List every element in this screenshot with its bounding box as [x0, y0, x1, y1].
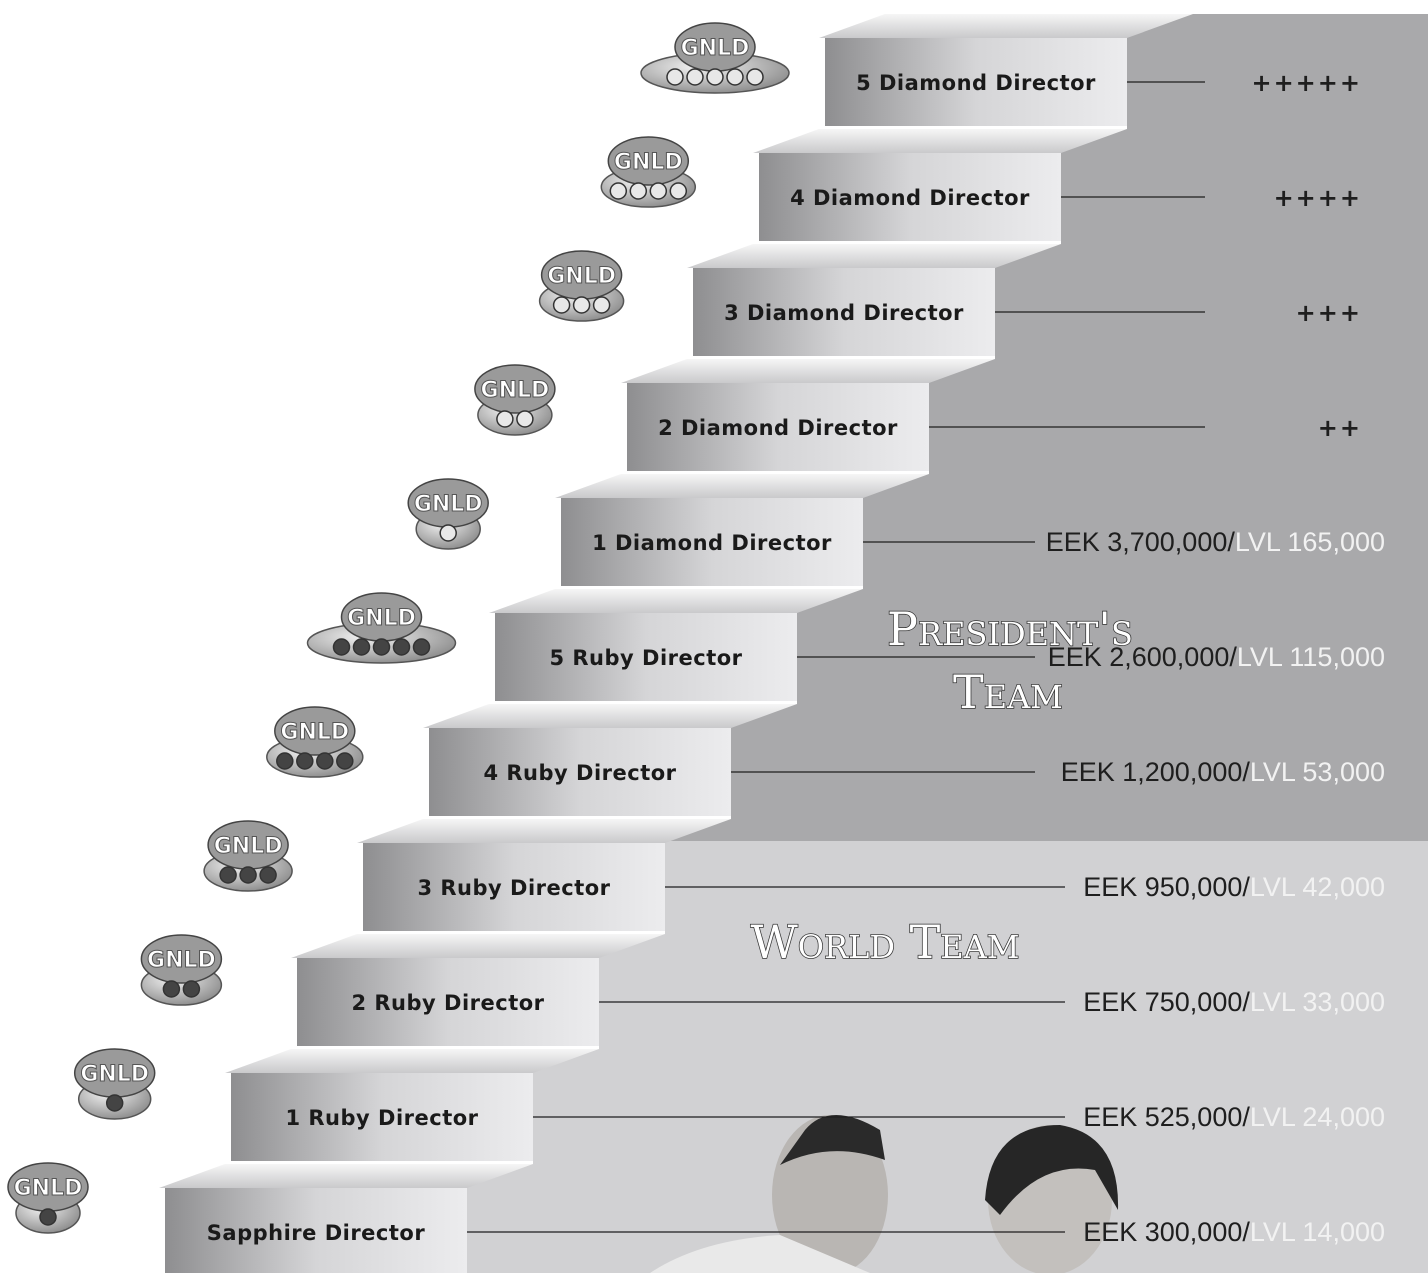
reward: EEK 1,200,000/LVL 53,000	[1061, 757, 1385, 787]
badge-gem	[650, 183, 666, 199]
badge-gem	[517, 411, 533, 427]
reward-eek: EEK 300,000/	[1083, 1217, 1250, 1247]
step-title: 4 Diamond Director	[790, 186, 1030, 210]
reward-lvl: LVL 115,000	[1237, 642, 1385, 672]
plus-signs: ++	[1318, 414, 1362, 442]
badge-gem	[747, 69, 763, 85]
badge-text: GNLD	[14, 1176, 83, 1201]
badge-gem	[670, 183, 686, 199]
badge: GNLD	[267, 707, 363, 777]
team-label: World Team	[750, 915, 1019, 969]
badge-text: GNLD	[280, 720, 349, 745]
badge: GNLD	[75, 1049, 155, 1119]
badge-gem	[414, 639, 430, 655]
reward-eek: EEK 3,700,000/	[1046, 527, 1236, 557]
step-title: 3 Ruby Director	[417, 876, 610, 900]
badge-gem	[374, 639, 390, 655]
badge-gem	[240, 867, 256, 883]
team-label: President's	[887, 602, 1133, 656]
badge-gem	[630, 183, 646, 199]
badge-gem	[260, 867, 276, 883]
badge-gem	[574, 297, 590, 313]
reward-eek: EEK 525,000/	[1083, 1102, 1250, 1132]
badge: GNLD	[408, 479, 488, 549]
badge-text: GNLD	[214, 834, 283, 859]
reward: EEK 3,700,000/LVL 165,000	[1046, 527, 1385, 557]
badge-gem	[594, 297, 610, 313]
badge-gem	[297, 753, 313, 769]
badge-text: GNLD	[347, 606, 416, 631]
badge: GNLD	[601, 137, 695, 207]
step-title: 1 Ruby Director	[285, 1106, 478, 1130]
badge-gem	[687, 69, 703, 85]
team-label: Team	[953, 665, 1063, 719]
badge-gem	[707, 69, 723, 85]
badge: GNLD	[540, 251, 624, 321]
badge-gem	[40, 1209, 56, 1225]
reward-lvl: LVL 14,000	[1250, 1217, 1385, 1247]
badge-gem	[667, 69, 683, 85]
badge-gem	[163, 981, 179, 997]
plus-signs: ++++	[1274, 184, 1362, 212]
badge: GNLD	[8, 1163, 88, 1233]
reward-lvl: LVL 165,000	[1235, 527, 1385, 557]
badge-gem	[277, 753, 293, 769]
badge-gem	[107, 1095, 123, 1111]
badge-gem	[337, 753, 353, 769]
badge: GNLD	[475, 365, 555, 435]
badge-text: GNLD	[147, 948, 216, 973]
badge-gem	[610, 183, 626, 199]
badge-gem	[220, 867, 236, 883]
badge-gem	[497, 411, 513, 427]
badge-gem	[440, 525, 456, 541]
badge-gem	[334, 639, 350, 655]
reward-eek: EEK 750,000/	[1083, 987, 1250, 1017]
badge: GNLD	[204, 821, 292, 891]
step-title: 2 Diamond Director	[658, 416, 898, 440]
badge-text: GNLD	[547, 264, 616, 289]
step-title: 5 Diamond Director	[856, 71, 1096, 95]
badge: GNLD	[141, 935, 221, 1005]
background-band	[995, 244, 1428, 361]
plus-signs: +++++	[1251, 69, 1362, 97]
badge-text: GNLD	[681, 36, 750, 61]
badge-text: GNLD	[481, 378, 550, 403]
step-title: Sapphire Director	[207, 1221, 426, 1245]
badge-gem	[554, 297, 570, 313]
reward: EEK 525,000/LVL 24,000	[1083, 1102, 1385, 1132]
badge-gem	[727, 69, 743, 85]
badge-gem	[317, 753, 333, 769]
badge-gem	[394, 639, 410, 655]
step-title: 3 Diamond Director	[724, 301, 964, 325]
background-band	[1061, 129, 1428, 246]
badge-gem	[183, 981, 199, 997]
reward: EEK 950,000/LVL 42,000	[1083, 872, 1385, 902]
step-title: 4 Ruby Director	[483, 761, 676, 785]
step-title: 1 Diamond Director	[592, 531, 832, 555]
badge: GNLD	[641, 23, 789, 93]
badge-gem	[354, 639, 370, 655]
reward: EEK 750,000/LVL 33,000	[1083, 987, 1385, 1017]
step-title: 2 Ruby Director	[351, 991, 544, 1015]
plus-signs: +++	[1296, 299, 1362, 327]
badge-text: GNLD	[414, 492, 483, 517]
badge: GNLD	[308, 593, 456, 663]
reward-eek: EEK 1,200,000/	[1061, 757, 1251, 787]
badge-text: GNLD	[80, 1062, 149, 1087]
page: Sapphire Director EEK 300,000/LVL 14,000 1…	[0, 0, 1428, 1273]
reward-lvl: LVL 42,000	[1250, 872, 1385, 902]
reward-lvl: LVL 24,000	[1250, 1102, 1385, 1132]
reward-lvl: LVL 33,000	[1250, 987, 1385, 1017]
step-title: 5 Ruby Director	[549, 646, 742, 670]
reward-eek: EEK 950,000/	[1083, 872, 1250, 902]
reward: EEK 300,000/LVL 14,000	[1083, 1217, 1385, 1247]
badge-text: GNLD	[614, 150, 683, 175]
reward-lvl: LVL 53,000	[1250, 757, 1385, 787]
